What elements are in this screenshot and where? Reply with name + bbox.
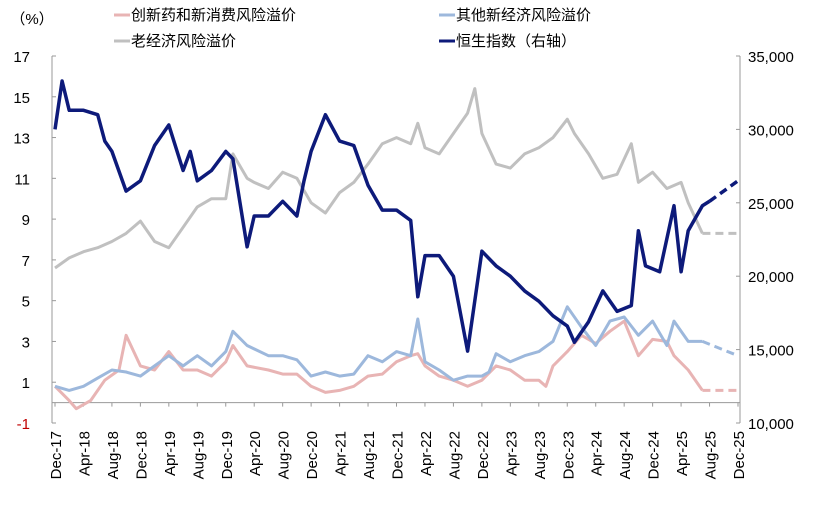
x-tick-label: Aug-22 <box>446 431 463 479</box>
legend-label: 其他新经济风险溢价 <box>456 7 591 24</box>
x-tick-label: Dec-25 <box>731 431 748 479</box>
x-tick-label: Apr-25 <box>674 431 691 476</box>
legend-label: 创新药和新消费风险溢价 <box>131 7 296 24</box>
x-tick-label: Dec-24 <box>646 431 663 479</box>
legend-label: 老经济风险溢价 <box>131 33 236 50</box>
left-tick-label: 17 <box>13 49 30 66</box>
right-tick-label: 15,000 <box>748 343 794 360</box>
x-tick-label: Dec-21 <box>390 431 407 479</box>
series-line-3 <box>53 79 711 353</box>
right-tick-label: 35,000 <box>748 49 794 66</box>
left-tick-label: 11 <box>14 171 30 188</box>
series-projection-1 <box>701 340 739 358</box>
x-tick-label: Apr-21 <box>333 431 350 476</box>
legend-label: 恒生指数（右轴） <box>456 33 576 50</box>
x-tick-label: Dec-20 <box>304 431 321 479</box>
right-tick-label: 20,000 <box>748 269 794 286</box>
left-axis-unit: （%） <box>10 11 53 28</box>
left-tick-label: 5 <box>22 294 30 311</box>
x-tick-label: Aug-25 <box>703 431 720 479</box>
right-tick-label: 10,000 <box>748 416 794 433</box>
left-tick-label: -1 <box>17 416 30 433</box>
x-tick-label: Aug-21 <box>361 431 378 479</box>
left-tick-label: 1 <box>22 375 30 392</box>
left-tick-label: 15 <box>13 90 30 107</box>
x-tick-label: Aug-18 <box>105 431 122 479</box>
x-tick-label: Apr-19 <box>162 431 179 476</box>
series-line-0 <box>53 319 704 411</box>
x-tick-label: Aug-20 <box>276 431 293 479</box>
x-tick-label: Dec-17 <box>48 431 65 479</box>
left-tick-label: 3 <box>22 334 30 351</box>
right-tick-label: 30,000 <box>748 122 794 139</box>
x-tick-label: Apr-24 <box>589 431 606 476</box>
x-tick-label: Apr-18 <box>76 431 93 476</box>
x-tick-label: Aug-24 <box>617 431 634 479</box>
x-tick-label: Dec-23 <box>560 431 577 479</box>
left-tick-label: 9 <box>22 212 30 229</box>
x-tick-label: Dec-18 <box>133 431 150 479</box>
x-tick-label: Dec-19 <box>219 431 236 479</box>
series-line-1 <box>54 305 703 392</box>
x-tick-label: Apr-20 <box>247 431 264 476</box>
x-tick-label: Dec-22 <box>475 431 492 479</box>
x-tick-label: Aug-19 <box>190 431 207 479</box>
series-projection-3 <box>708 179 740 203</box>
x-tick-label: Apr-23 <box>503 431 520 476</box>
left-tick-label: 7 <box>22 253 30 270</box>
series-line-2 <box>54 87 704 270</box>
left-tick-label: 13 <box>13 131 30 148</box>
x-tick-label: Aug-23 <box>532 431 549 479</box>
right-tick-label: 25,000 <box>748 196 794 213</box>
x-tick-label: Apr-22 <box>418 431 435 476</box>
